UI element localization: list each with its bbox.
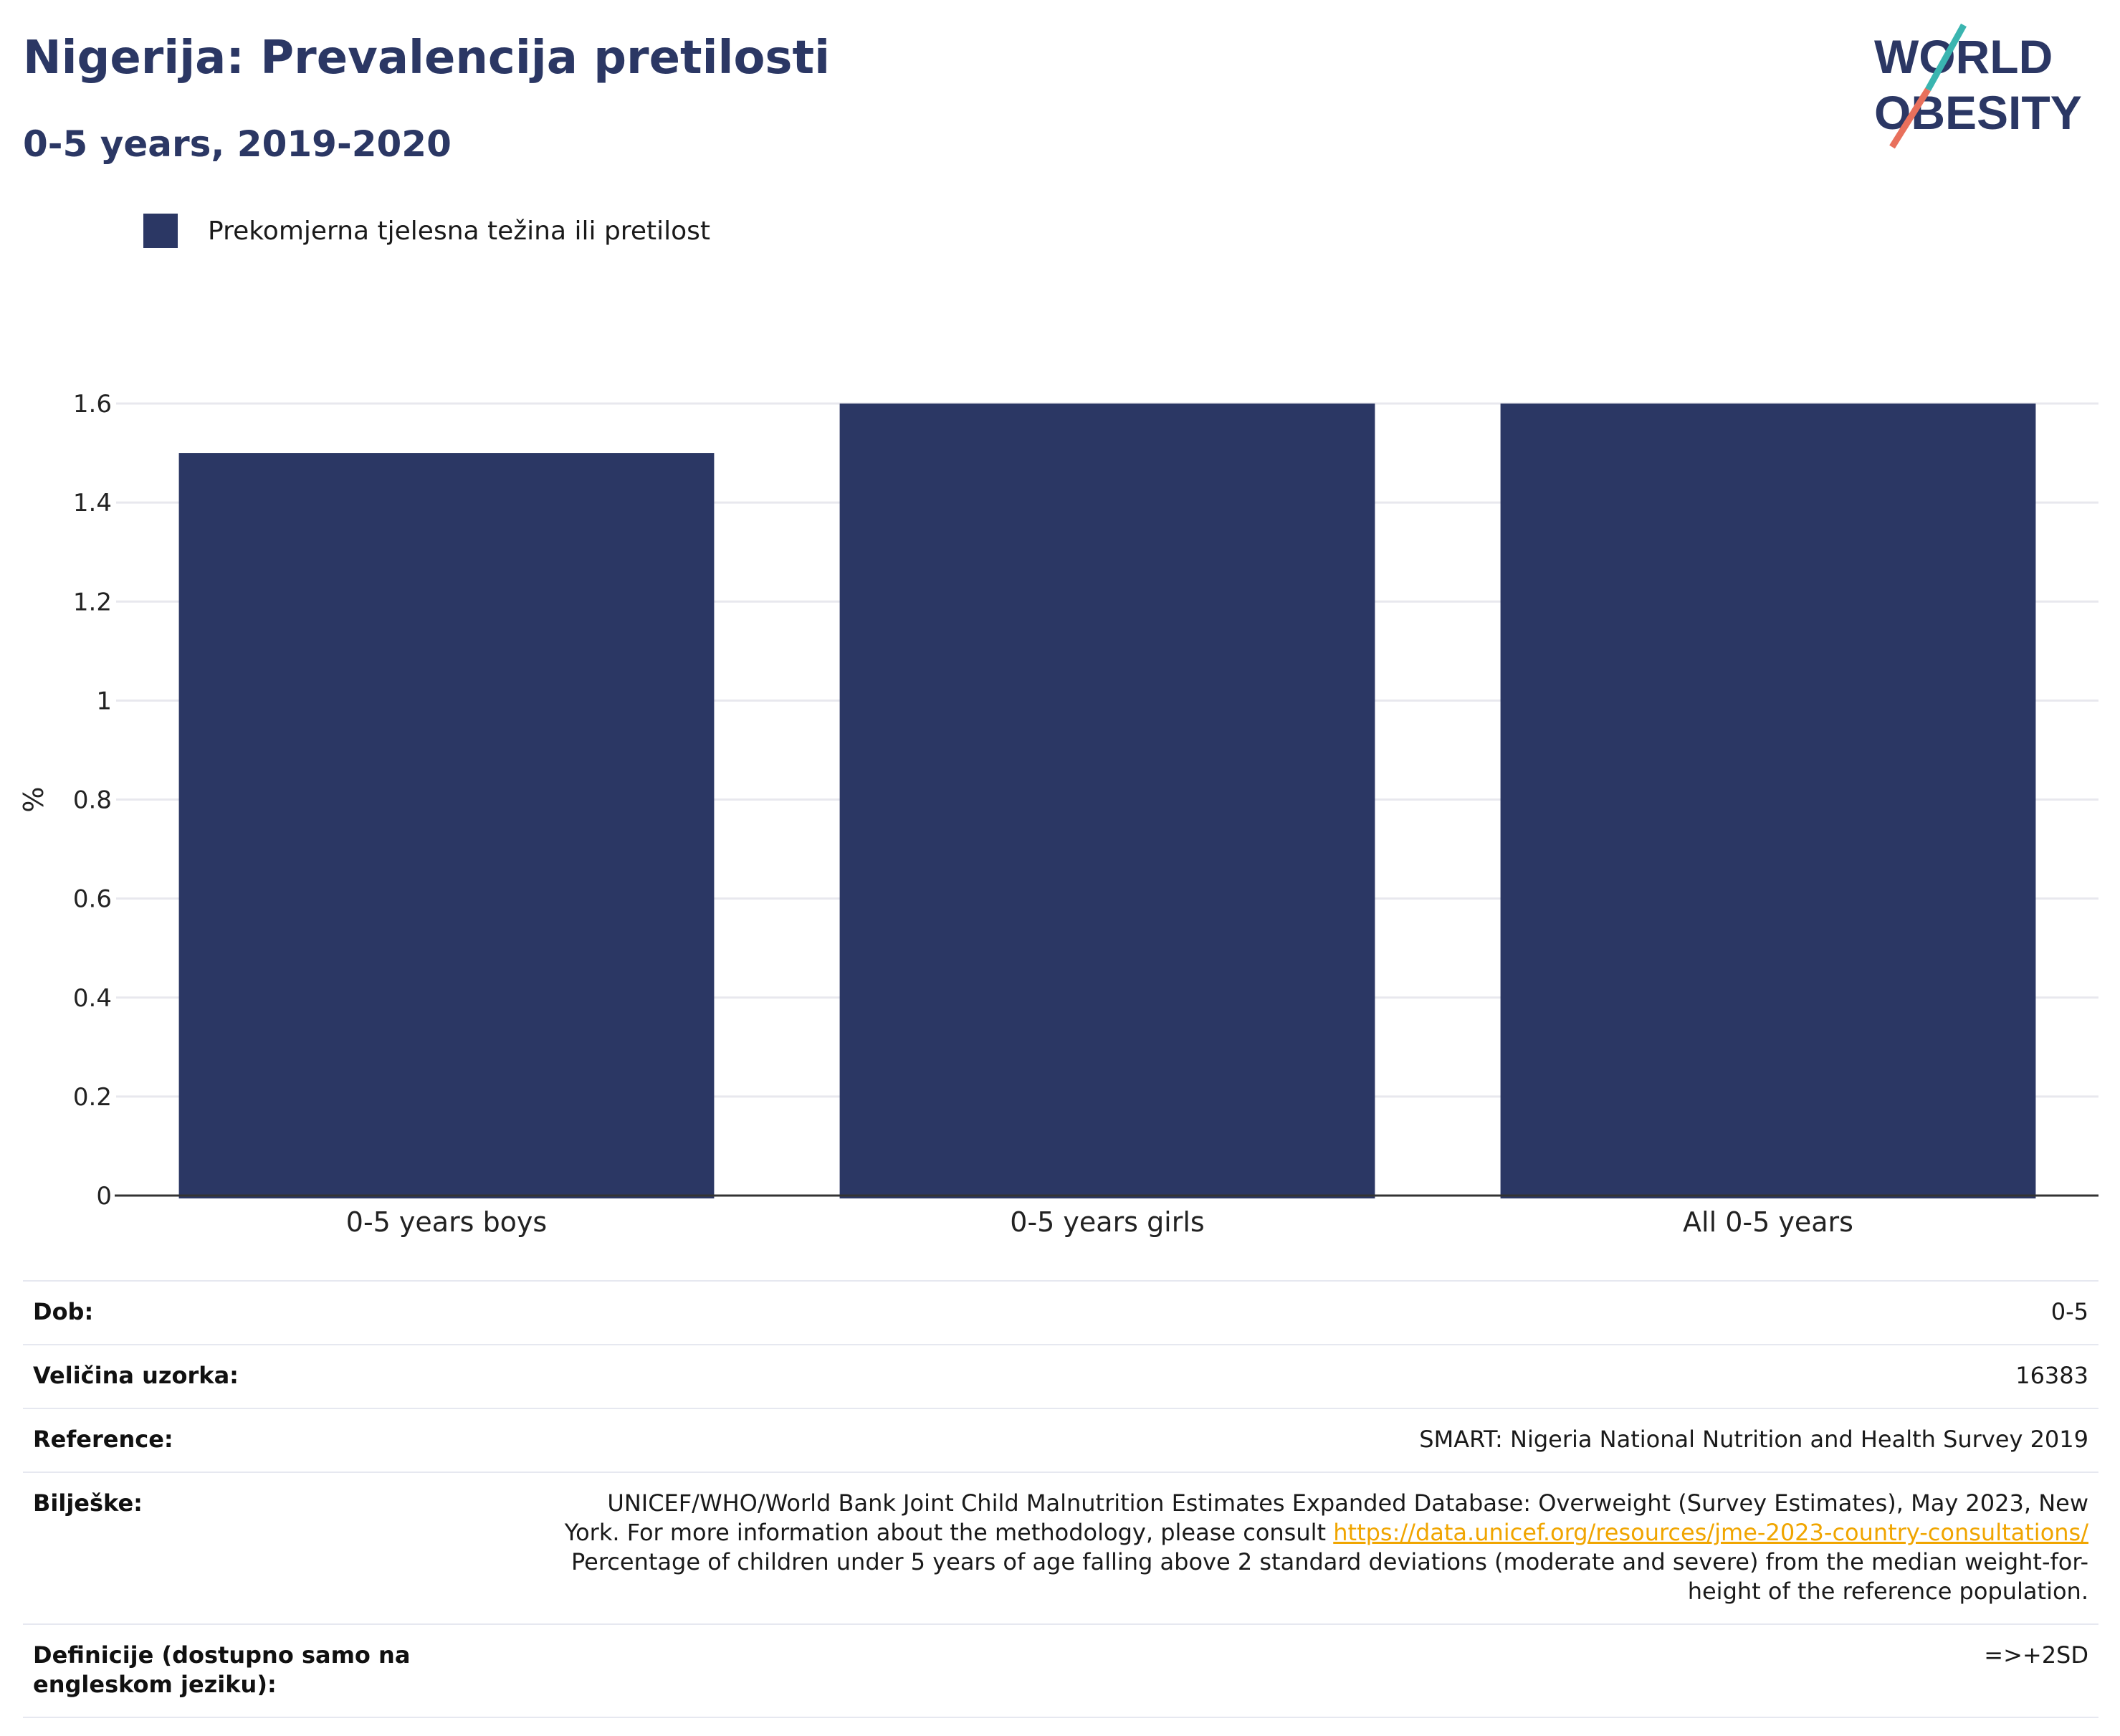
world-obesity-logo: WORLD OBESITY	[1874, 23, 2082, 149]
y-tick-label: 0	[96, 1182, 112, 1211]
chart-legend: Prekomjerna tjelesna težina ili pretilos…	[143, 214, 710, 248]
bar	[178, 453, 715, 1198]
logo-slash-top	[1925, 23, 1967, 92]
age-value: 0-5	[545, 1280, 2098, 1345]
info-row-reference: Reference: SMART: Nigeria National Nutri…	[23, 1408, 2098, 1473]
y-tick-label: 1.4	[73, 489, 112, 518]
y-tick-label: 0.4	[73, 984, 112, 1013]
logo-slash-bottom	[1889, 87, 1931, 149]
sample-size-label: Veličina uzorka:	[23, 1344, 545, 1409]
notes-text-1: UNICEF/WHO/World Bank Joint Child Malnut…	[564, 1489, 2088, 1546]
chart-subtitle: 0-5 years, 2019-2020	[23, 123, 452, 165]
y-tick-label: 0.6	[73, 885, 112, 914]
chart-title: Nigerija: Prevalencija pretilosti	[23, 32, 831, 85]
sample-size-value: 16383	[545, 1344, 2098, 1409]
info-row-age: Dob: 0-5	[23, 1280, 2098, 1345]
reference-label: Reference:	[23, 1408, 545, 1473]
notes-text-2: Percentage of children under 5 years of …	[571, 1548, 2088, 1605]
info-row-sample-size: Veličina uzorka: 16383	[23, 1344, 2098, 1409]
definitions-label: Definicije (dostupno samo na engleskom j…	[23, 1623, 545, 1718]
y-tick-label: 1	[96, 687, 112, 715]
logo-text-line1: WORLD	[1874, 30, 2053, 83]
legend-swatch	[143, 214, 178, 248]
info-row-notes: Bilješke: UNICEF/WHO/World Bank Joint Ch…	[23, 1472, 2098, 1625]
age-label: Dob:	[23, 1280, 545, 1345]
y-tick-label: 1.6	[73, 390, 112, 419]
x-tick-label: All 0-5 years	[1683, 1206, 1853, 1238]
notes-link[interactable]: https://data.unicef.org/resources/jme-20…	[1333, 1519, 2088, 1546]
info-table: Dob: 0-5 Veličina uzorka: 16383 Referenc…	[23, 1280, 2098, 1718]
notes-value: UNICEF/WHO/World Bank Joint Child Malnut…	[545, 1472, 2098, 1625]
bar-chart: 0 0.2 0.4 0.6 0.8 1 1.2 1.4 1.6 0-5 years boys 0-5…	[18, 390, 2098, 1238]
y-tick-label: 0.2	[73, 1083, 112, 1112]
y-axis-label: %	[18, 786, 49, 812]
reference-value: SMART: Nigeria National Nutrition and He…	[545, 1408, 2098, 1473]
logo-text-line2: OBESITY	[1874, 86, 2082, 139]
bar	[839, 404, 1375, 1198]
definitions-value: =>+2SD	[545, 1623, 2098, 1718]
x-tick-label: 0-5 years boys	[346, 1206, 547, 1238]
x-tick-label: 0-5 years girls	[1010, 1206, 1204, 1238]
y-tick-label: 0.8	[73, 786, 112, 815]
notes-label: Bilješke:	[23, 1472, 545, 1625]
bar	[1500, 404, 2036, 1198]
legend-label: Prekomjerna tjelesna težina ili pretilos…	[208, 216, 710, 246]
info-row-definitions: Definicije (dostupno samo na engleskom j…	[23, 1623, 2098, 1718]
y-tick-label: 1.2	[73, 588, 112, 616]
